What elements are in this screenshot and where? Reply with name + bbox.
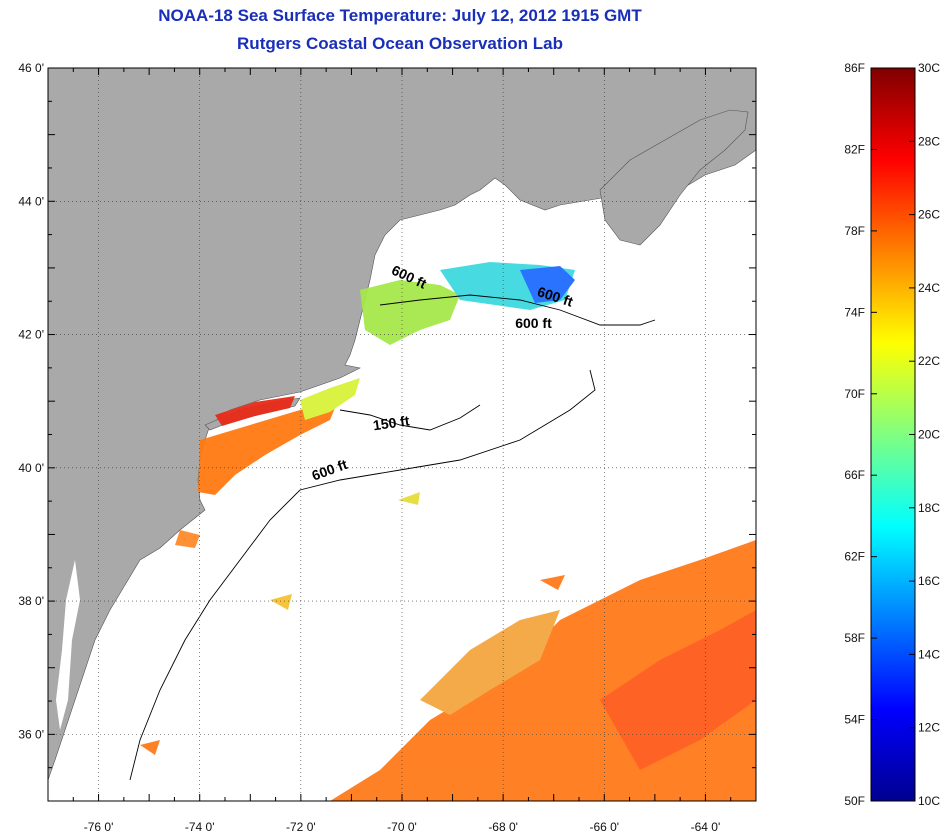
- colorbar-celsius-labels: 30C 28C 26C 24C 22C 20C 18C 16C 14C 12C …: [918, 61, 940, 808]
- celsius-label: 14C: [918, 647, 940, 661]
- lon-label: -64 0': [691, 820, 721, 834]
- latitude-labels: 46 0' 44 0' 42 0' 40 0' 38 0' 36 0': [18, 61, 44, 741]
- fahrenheit-label: 62F: [844, 550, 865, 564]
- lon-label: -74 0': [185, 820, 215, 834]
- lon-label: -68 0': [488, 820, 518, 834]
- longitude-labels: -76 0' -74 0' -72 0' -70 0' -68 0' -66 0…: [84, 820, 721, 834]
- lat-label: 46 0': [18, 61, 44, 75]
- celsius-label: 30C: [918, 61, 940, 75]
- fahrenheit-label: 58F: [844, 631, 865, 645]
- fahrenheit-label: 50F: [844, 794, 865, 808]
- celsius-label: 26C: [918, 208, 940, 222]
- map-title: NOAA-18 Sea Surface Temperature: July 12…: [158, 6, 642, 25]
- land-mainland: [48, 68, 756, 781]
- land-nova-scotia: [599, 109, 749, 246]
- celsius-label: 24C: [918, 281, 940, 295]
- sst-patches: [140, 262, 756, 801]
- celsius-label: 10C: [918, 794, 940, 808]
- celsius-label: 28C: [918, 134, 940, 148]
- fahrenheit-label: 70F: [844, 387, 865, 401]
- map-ticks: [47, 67, 757, 802]
- colorbar: [870, 67, 916, 802]
- lat-label: 44 0': [18, 194, 44, 208]
- celsius-label: 20C: [918, 428, 940, 442]
- colorbar-ticks: [871, 67, 915, 802]
- fahrenheit-label: 78F: [844, 224, 865, 238]
- celsius-label: 12C: [918, 721, 940, 735]
- lon-label: -76 0': [84, 820, 114, 834]
- chesapeake-bay: [56, 560, 80, 730]
- celsius-label: 16C: [918, 574, 940, 588]
- colorbar-fahrenheit-labels: 86F 82F 78F 74F 70F 66F 62F 58F 54F 50F: [844, 61, 865, 808]
- celsius-label: 22C: [918, 354, 940, 368]
- contour-600ft-gulf: [379, 294, 656, 326]
- lon-label: -66 0': [589, 820, 619, 834]
- lat-label: 42 0': [18, 328, 44, 342]
- lat-label: 40 0': [18, 461, 44, 475]
- lat-label: 38 0': [18, 594, 44, 608]
- fahrenheit-label: 86F: [844, 61, 865, 75]
- lat-label: 36 0': [18, 727, 44, 741]
- lon-label: -72 0': [286, 820, 316, 834]
- contour-150ft: [339, 404, 481, 431]
- fahrenheit-label: 74F: [844, 305, 865, 319]
- contour-label: 600 ft: [515, 315, 552, 331]
- depth-contours: [129, 294, 656, 781]
- celsius-label: 18C: [918, 501, 940, 515]
- contour-600ft-shelf: [129, 369, 596, 781]
- fahrenheit-label: 82F: [844, 142, 865, 156]
- contour-label: 150 ft: [372, 412, 411, 433]
- map-subtitle: Rutgers Coastal Ocean Observation Lab: [237, 34, 563, 53]
- fahrenheit-label: 66F: [844, 468, 865, 482]
- lon-label: -70 0': [387, 820, 417, 834]
- fahrenheit-label: 54F: [844, 713, 865, 727]
